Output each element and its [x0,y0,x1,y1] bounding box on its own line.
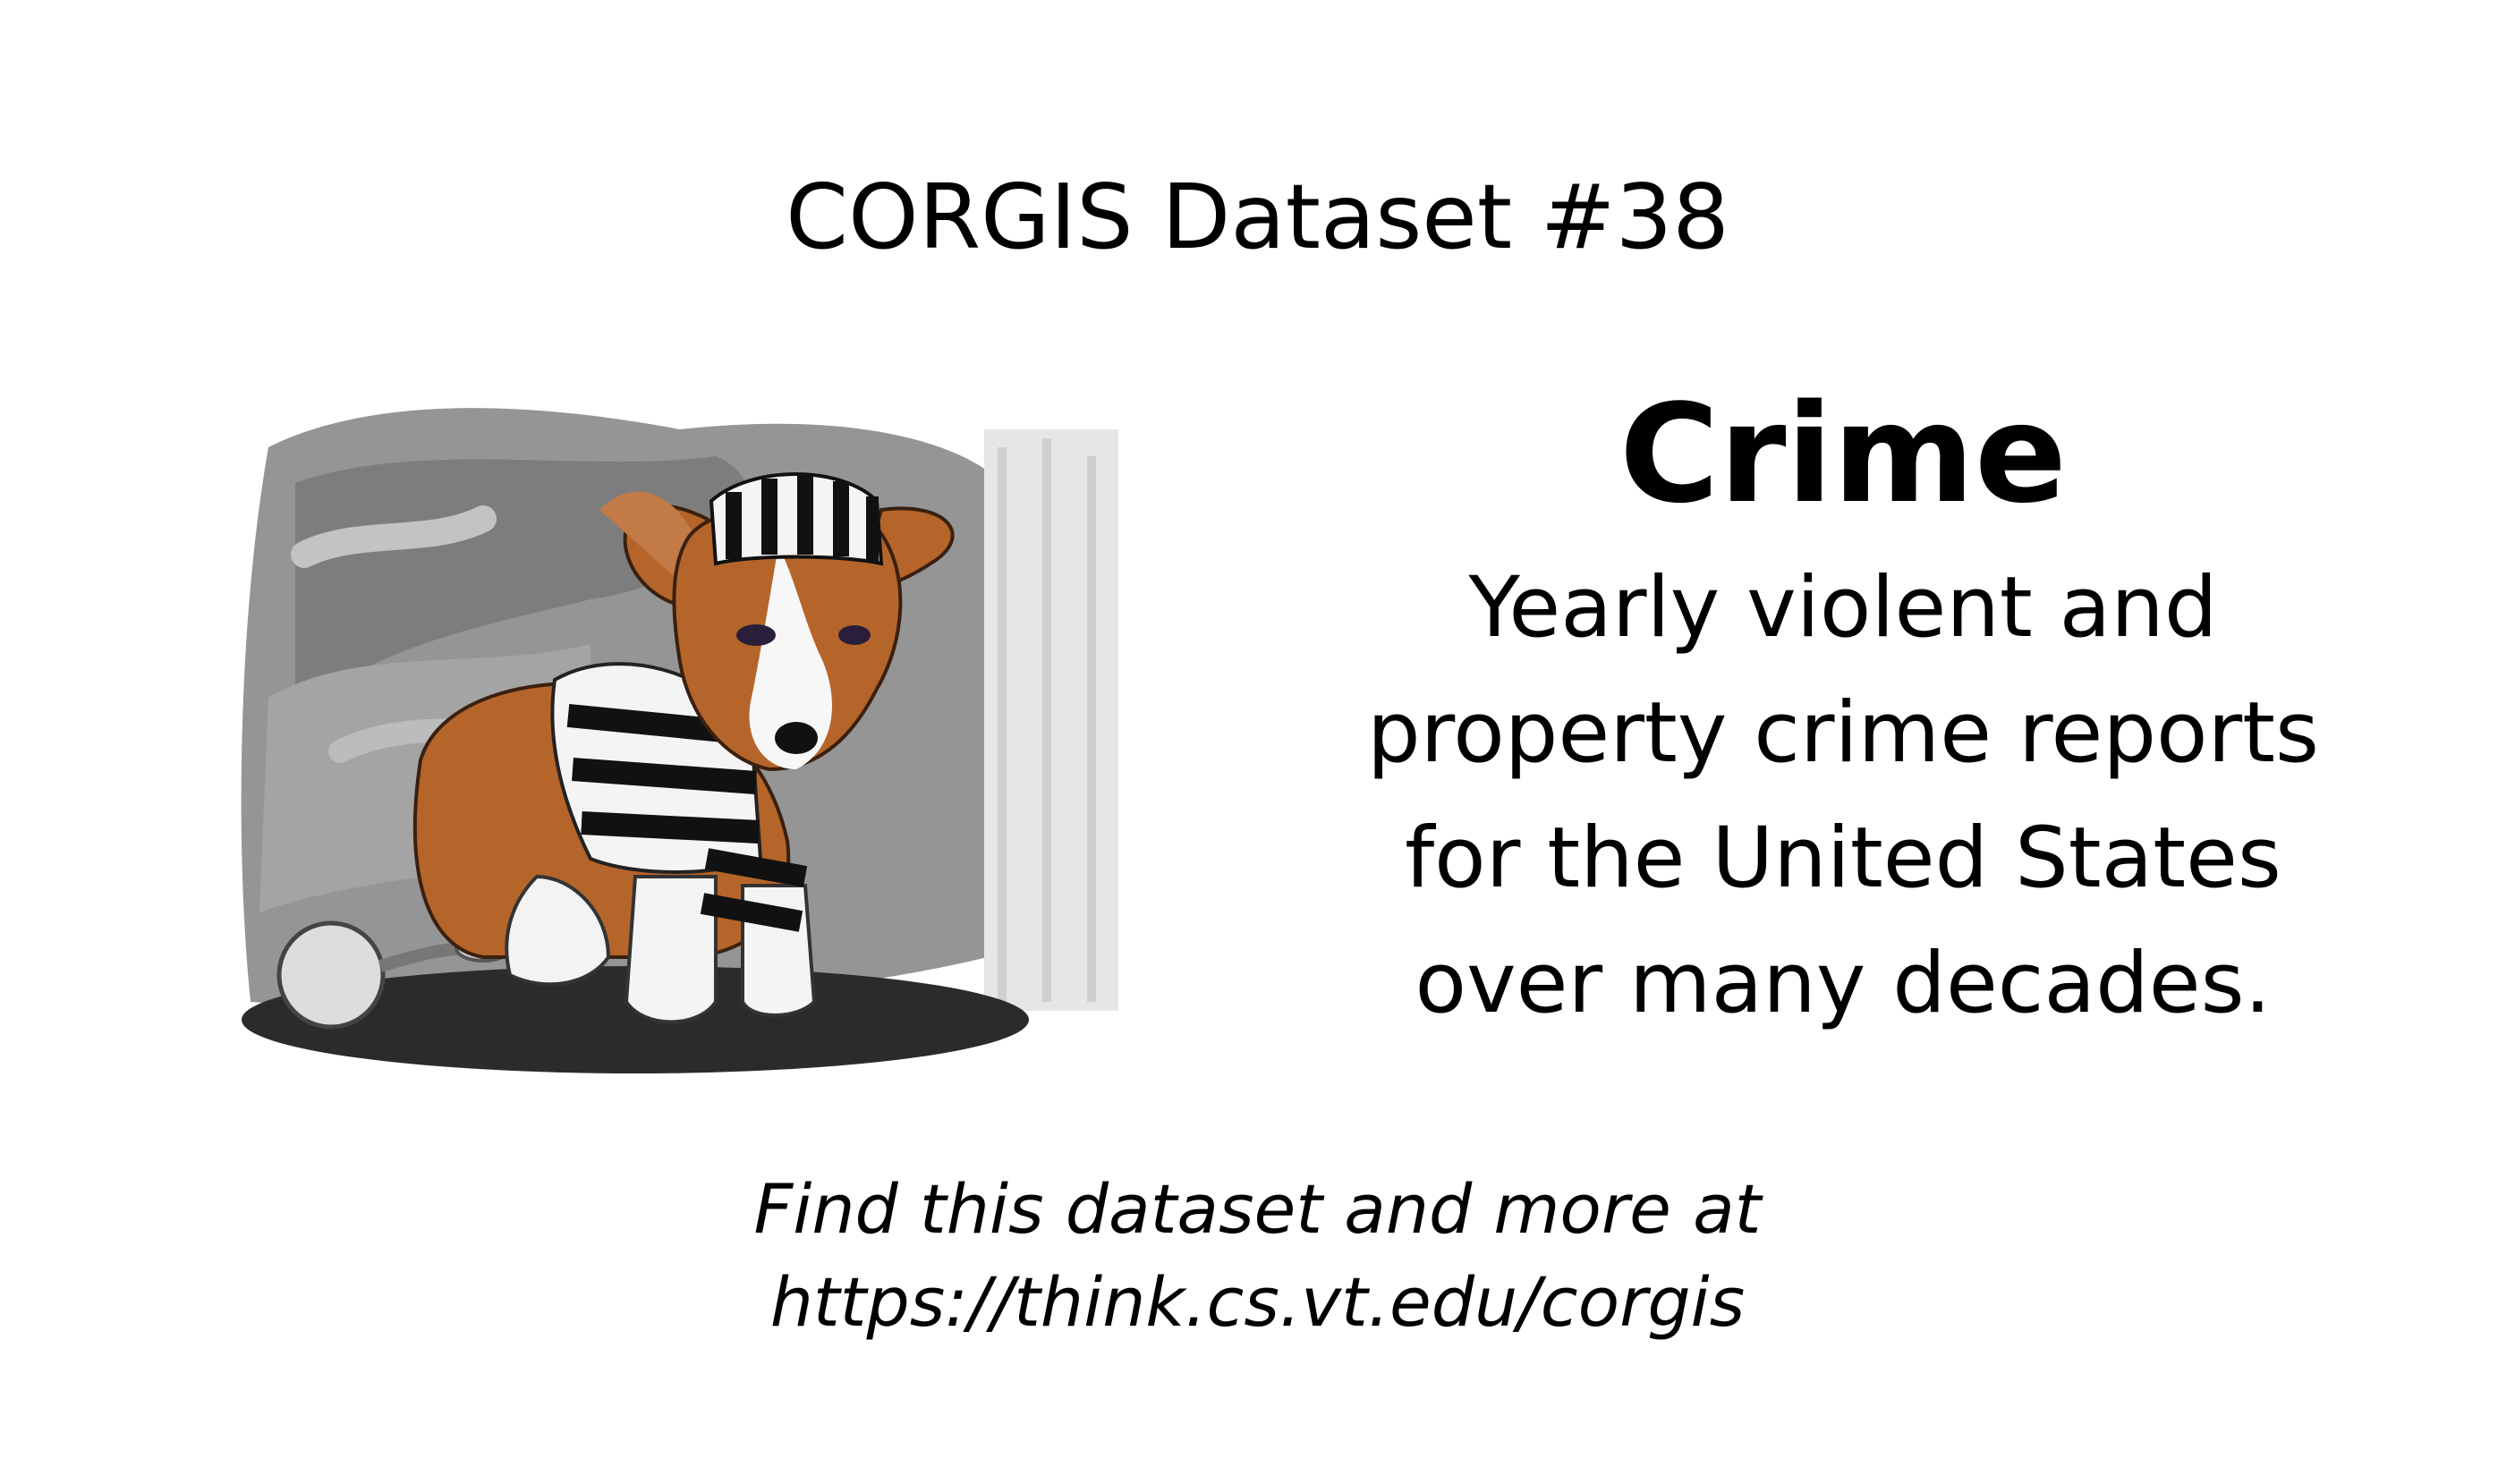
description-line: for the United States [1405,810,2281,907]
floor-shadow [242,966,1029,1073]
corgi-head [599,472,955,772]
description-line: Yearly violent and [1468,559,2218,657]
footer-link[interactable]: https://think.cs.vt.edu/corgis [769,1262,1746,1342]
corgi-prisoner-icon [241,408,1118,1073]
description-line: property crime reports [1366,684,2320,782]
dataset-description: Yearly violent and property crime report… [1324,546,2362,1047]
dataset-info: Crime Yearly violent and property crime … [1324,374,2362,1047]
description-line: over many decades. [1415,935,2272,1032]
footer-text: Find this dataset and more at [753,1169,1762,1249]
dataset-title: Crime [1619,375,2068,533]
footer: Find this dataset and more at https://th… [0,1163,2515,1349]
page-header-title: CORGIS Dataset #38 [786,165,1729,269]
